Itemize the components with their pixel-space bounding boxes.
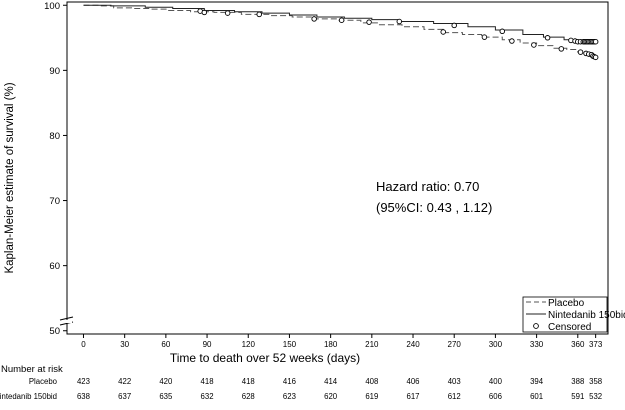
legend-nintedanib-label: Nintedanib 150bid <box>548 310 625 321</box>
legend-censored-marker <box>533 323 539 329</box>
risk-cell: 400 <box>489 377 503 386</box>
y-tick-label: 100 <box>44 1 60 12</box>
risk-cell: 422 <box>118 377 131 386</box>
risk-cell: 403 <box>448 377 461 386</box>
censor-marker <box>577 49 584 55</box>
y-tick-label: 80 <box>49 131 60 142</box>
risk-table: Placebo 423 422 420 418 418 416 414 408 406 403 400… <box>0 377 602 401</box>
risk-table-title: Number at risk <box>1 364 63 375</box>
risk-cell: 620 <box>324 392 338 401</box>
risk-cell: 414 <box>324 377 338 386</box>
risk-cell: 635 <box>159 392 173 401</box>
risk-cell: 416 <box>283 377 296 386</box>
risk-cell: 612 <box>448 392 461 401</box>
series-line-placebo <box>83 4 597 58</box>
risk-cell: 406 <box>407 377 420 386</box>
censor-marker <box>531 42 537 48</box>
censor-marker <box>451 22 457 29</box>
risk-cell: 408 <box>365 377 378 386</box>
risk-cell: 638 <box>77 392 90 401</box>
x-tick-label: 180 <box>324 340 338 349</box>
x-tick-label: 30 <box>120 340 129 349</box>
censor-marker <box>256 11 262 18</box>
x-axis-label: Time to death over 52 weeks (days) <box>170 351 360 365</box>
risk-cell: 420 <box>159 377 173 386</box>
risk-cell: 394 <box>530 377 544 386</box>
y-tick-label: 70 <box>49 196 60 207</box>
y-axis-ticks: 50 60 70 80 90 100 <box>44 1 67 337</box>
risk-cell: 617 <box>407 392 420 401</box>
censor-marker <box>311 16 317 22</box>
risk-cell: 423 <box>77 377 90 386</box>
hazard-ratio-text: Hazard ratio: 0.70 <box>376 179 479 194</box>
x-axis-ticks: 0 30 60 90 120 150 180 210 240 270 300 330 360 373 <box>81 334 603 349</box>
x-tick-label: 90 <box>203 340 212 349</box>
risk-cell: 632 <box>201 392 214 401</box>
x-tick-label: 120 <box>242 340 256 349</box>
x-tick-label: 300 <box>489 340 503 349</box>
legend: Placebo Nintedanib 150bid Censored <box>522 296 625 333</box>
risk-cell: 358 <box>589 377 602 386</box>
risk-cell: 591 <box>571 392 584 401</box>
risk-row-label: Nintedanib 150bid <box>0 392 57 401</box>
risk-cell: 619 <box>365 392 378 401</box>
censor-marker <box>592 54 599 61</box>
x-tick-label: 210 <box>365 340 379 349</box>
censor-marker <box>224 10 231 16</box>
risk-cell: 388 <box>571 377 584 386</box>
risk-row-label: Placebo <box>29 377 58 386</box>
risk-cell: 606 <box>489 392 502 401</box>
x-tick-label: 60 <box>161 340 170 349</box>
censor-marker <box>366 19 372 25</box>
x-tick-label: 360 <box>571 340 585 349</box>
series-line-nintedanib <box>83 4 596 43</box>
risk-cell: 623 <box>283 392 296 401</box>
risk-cell: 532 <box>589 392 602 401</box>
censor-marker <box>558 46 565 52</box>
x-tick-label: 0 <box>81 340 86 349</box>
y-tick-label: 90 <box>49 66 60 77</box>
risk-cell: 637 <box>118 392 131 401</box>
risk-cell: 418 <box>201 377 214 386</box>
censor-marker <box>509 38 515 44</box>
plot-frame <box>66 1 609 335</box>
censor-marker <box>592 38 599 45</box>
risk-cell: 418 <box>242 377 255 386</box>
x-tick-label: 240 <box>406 340 420 349</box>
series-layer <box>83 4 599 61</box>
censor-marker <box>440 29 446 35</box>
x-tick-label: 150 <box>283 340 297 349</box>
y-tick-label: 50 <box>49 326 60 337</box>
y-tick-label: 60 <box>49 261 60 272</box>
legend-placebo-label: Placebo <box>548 298 585 309</box>
censor-marker <box>481 34 488 40</box>
x-tick-label: 330 <box>530 340 544 349</box>
risk-cell: 628 <box>242 392 255 401</box>
x-tick-label: 270 <box>448 340 462 349</box>
risk-cell: 601 <box>530 392 543 401</box>
censor-marker <box>396 18 403 25</box>
legend-censored-label: Censored <box>548 322 591 333</box>
censor-marker <box>338 17 345 23</box>
confidence-interval-text: (95%CI: 0.43 , 1.12) <box>376 200 492 215</box>
y-axis-label: Kaplan-Meier estimate of survival (%) <box>4 82 16 273</box>
x-tick-label: 373 <box>589 340 603 349</box>
censor-marker <box>499 28 506 35</box>
axis-break <box>59 316 74 326</box>
censor-marker <box>544 35 551 41</box>
